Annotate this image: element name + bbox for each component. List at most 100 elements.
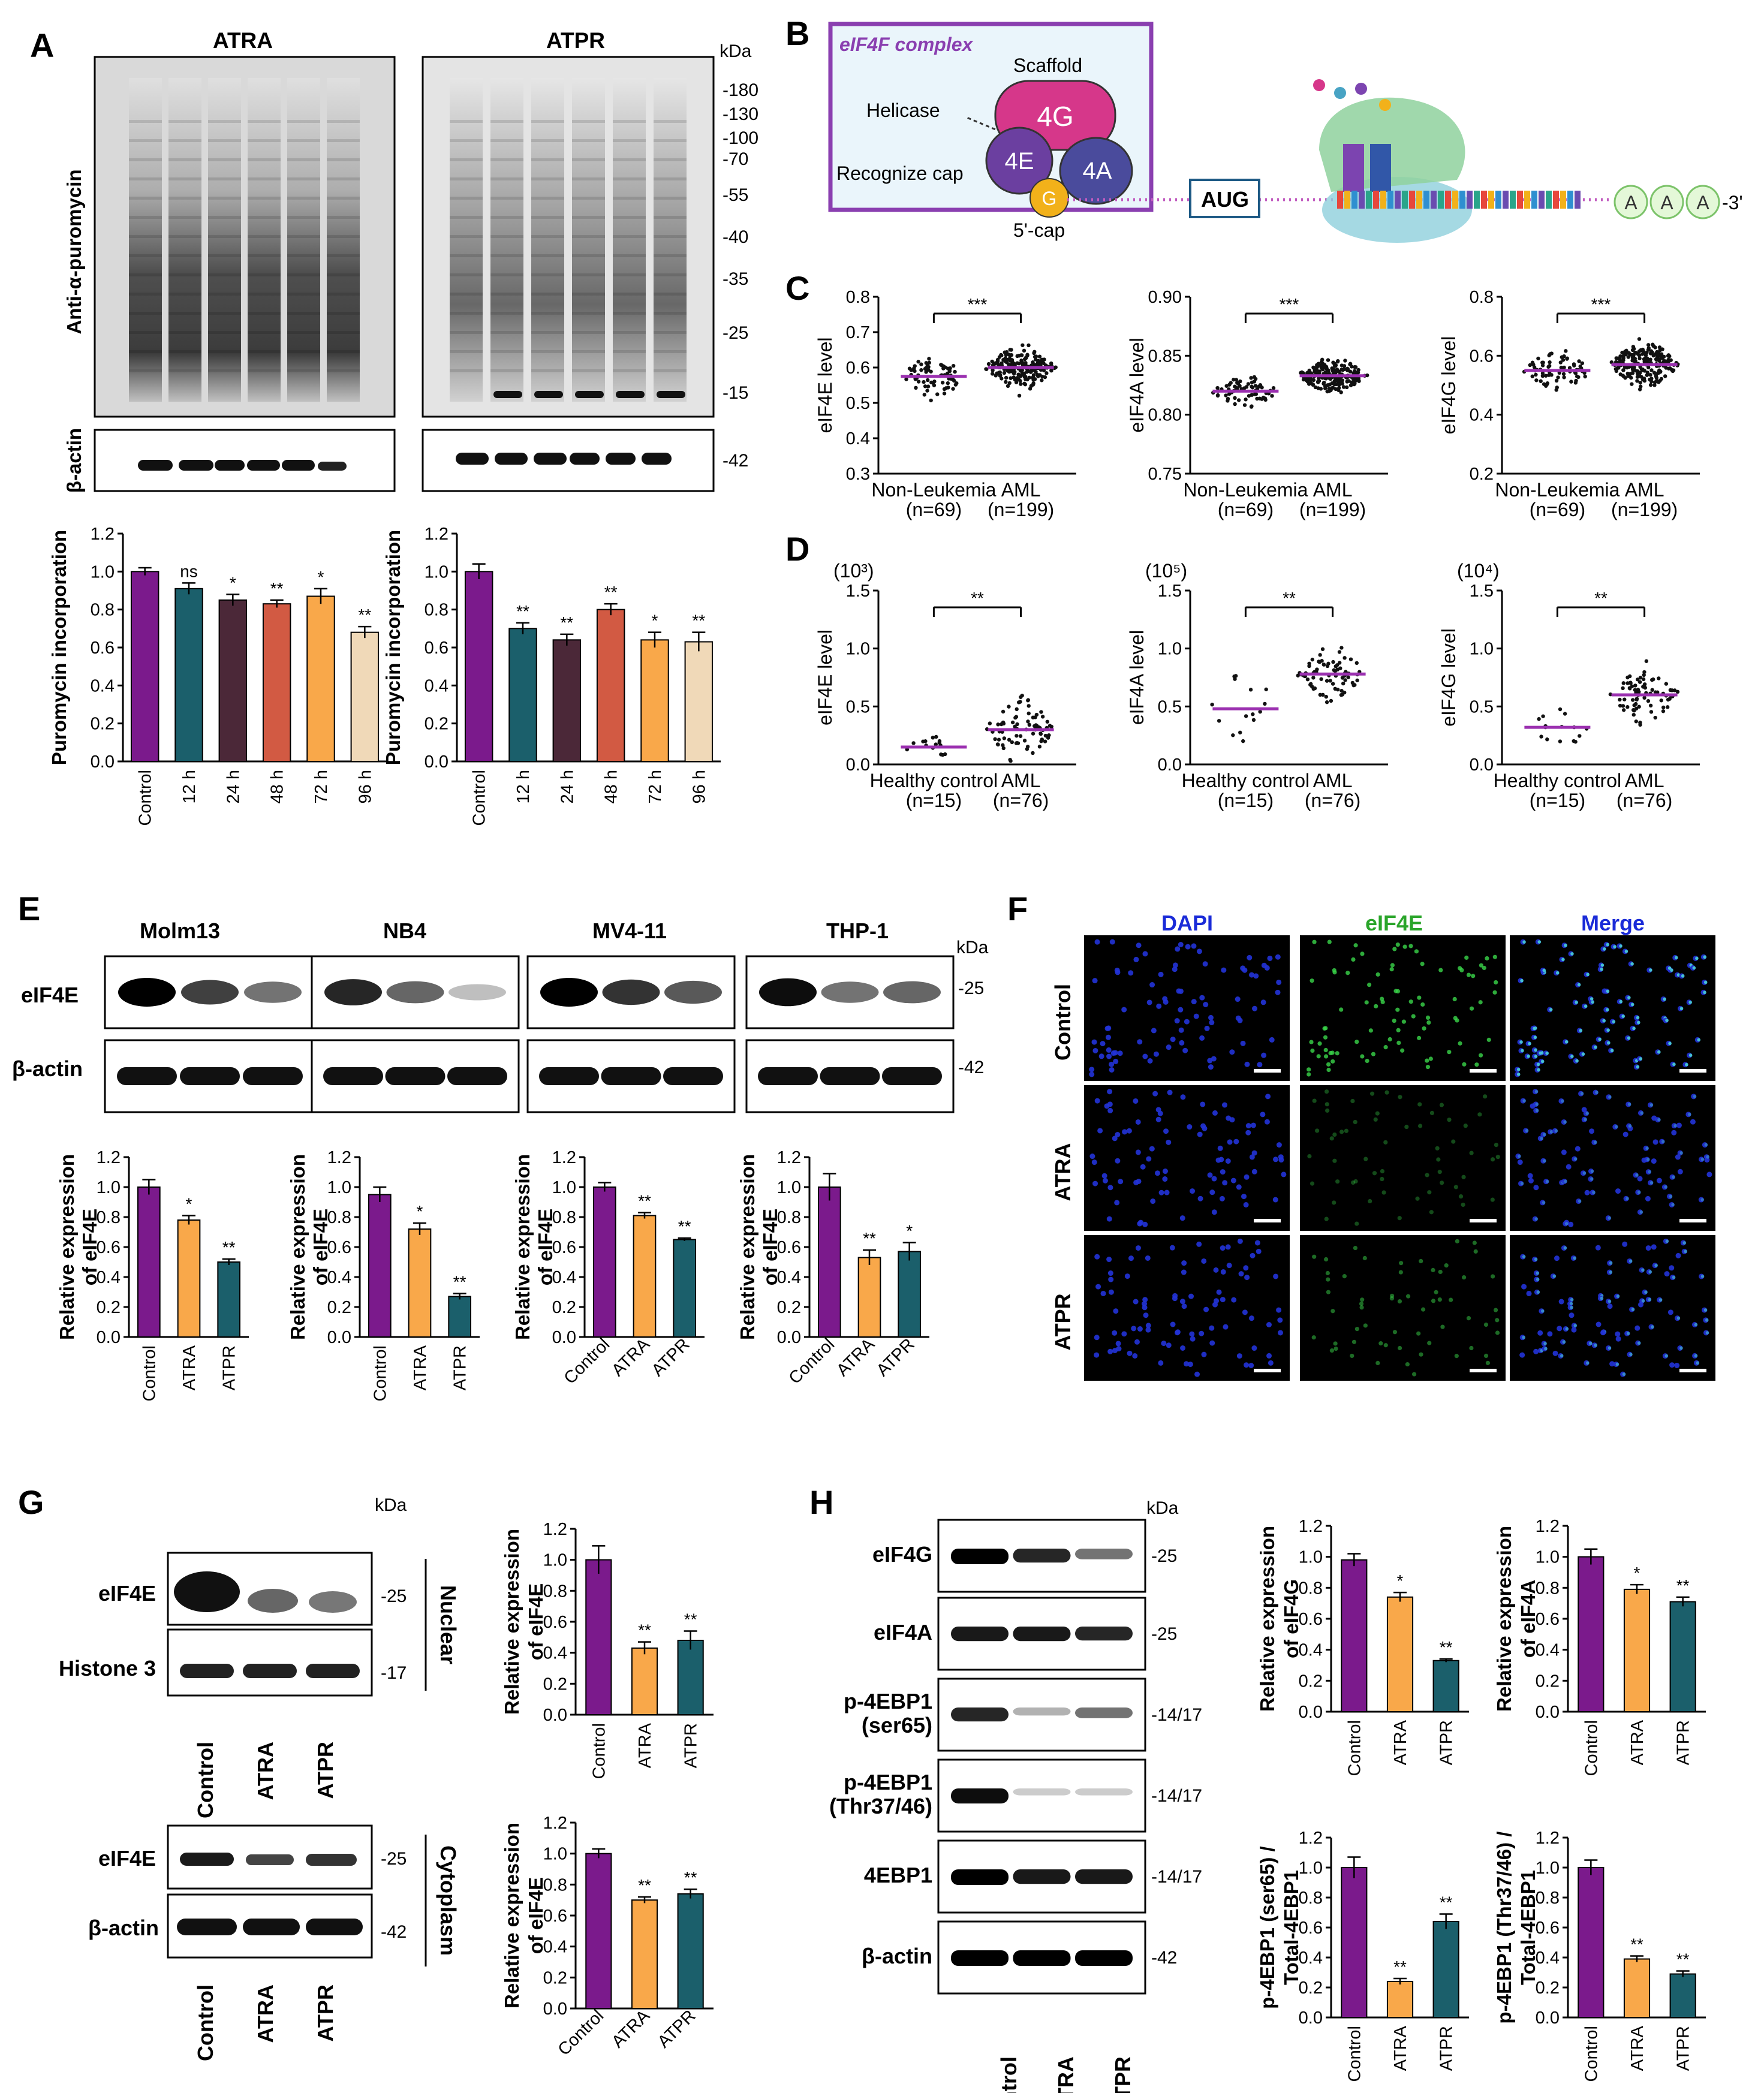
- axis-scale-label: (10⁵): [1145, 560, 1187, 582]
- data-point: [1013, 715, 1018, 720]
- data-point: [1238, 730, 1242, 735]
- eif4e-signal: [1595, 1091, 1599, 1094]
- row-label-puromycin: Anti-α-puromycin: [63, 169, 85, 334]
- band: [490, 235, 523, 238]
- nucleus: [1276, 1307, 1282, 1313]
- eif4e-signal: [1593, 1140, 1597, 1145]
- band: [613, 293, 646, 296]
- nucleus: [1669, 1174, 1675, 1180]
- y-tick-label: 0.90: [1148, 288, 1182, 307]
- panel-e: E Molm13 NB4 MV4-11 THP-1 kDa eIF4E β-ac…: [12, 890, 989, 1113]
- y-tick-label: 0.8: [327, 1208, 351, 1227]
- data-point: [1353, 381, 1357, 386]
- eif4e-signal: [1383, 1045, 1388, 1050]
- data-point: [1618, 703, 1622, 708]
- nucleus: [1196, 948, 1202, 954]
- eif4e-signal: [1594, 1343, 1598, 1347]
- data-point: [1633, 683, 1637, 688]
- eif4e-signal: [1360, 1054, 1365, 1059]
- band: [531, 139, 564, 142]
- eif4e-label: 4E: [1005, 148, 1034, 174]
- data-point: [1027, 711, 1031, 716]
- y-tick-label: 0.4: [97, 1268, 121, 1287]
- eif4e-signal: [1584, 1004, 1588, 1008]
- nucleus: [1145, 1255, 1151, 1261]
- eif4e-signal: [1539, 1051, 1542, 1055]
- band: [168, 216, 201, 219]
- eif4e-signal: [1354, 1326, 1359, 1332]
- nucleus: [1561, 1119, 1567, 1125]
- x-tick-label: 12 h: [514, 770, 533, 803]
- scale-bar: [1470, 1219, 1497, 1222]
- data-point: [1035, 360, 1040, 365]
- nucleus: [1515, 1154, 1521, 1160]
- data-point: [1631, 345, 1636, 349]
- eif4e-signal: [1676, 1316, 1681, 1320]
- nucleus: [1142, 1053, 1148, 1059]
- nucleus: [1212, 1110, 1218, 1116]
- significance-label: **: [560, 613, 573, 632]
- eif4e-signal: [1471, 974, 1476, 978]
- lane-g1-atpr: ATPR: [313, 1742, 338, 1799]
- data-point: [1638, 374, 1642, 378]
- data-point: [1625, 681, 1630, 685]
- eif4e-signal: [1369, 1091, 1375, 1096]
- nucleus: [1251, 1169, 1257, 1175]
- band: [654, 331, 687, 334]
- nucleus: [1675, 1252, 1681, 1258]
- eif4e-signal: [1324, 1089, 1329, 1094]
- eif4e-signal: [1490, 1157, 1495, 1162]
- panel-label-a: A: [30, 26, 54, 64]
- eif4e-signal: [1641, 1268, 1645, 1272]
- eif4e-signal: [1389, 1296, 1395, 1301]
- nucleus: [1118, 1179, 1124, 1185]
- scatter-chart-C-4E: 0.30.40.50.60.70.8Non-Leukemia(n=69)AML(…: [814, 288, 1076, 520]
- band: [208, 177, 241, 180]
- nucleus: [1114, 1200, 1120, 1206]
- data-point: [1627, 373, 1631, 377]
- eif4e-signal: [1649, 968, 1652, 972]
- band: [1075, 1707, 1133, 1718]
- y-axis-label: Total-4EBP1: [1517, 1870, 1539, 1985]
- significance-label: **: [453, 1273, 466, 1291]
- nucleus: [1152, 1091, 1158, 1097]
- nucleus: [1184, 1361, 1190, 1367]
- data-point: [1631, 369, 1635, 373]
- eif4e-signal: [1537, 1068, 1540, 1072]
- eif4e-signal: [1522, 1255, 1526, 1258]
- data-point: [1621, 704, 1625, 708]
- y-tick-label: 0.0: [91, 752, 115, 772]
- aug-box: [1189, 179, 1260, 218]
- nucleus: [1094, 939, 1100, 945]
- eif4e-signal: [1362, 1255, 1367, 1261]
- nucleus: [1089, 1067, 1095, 1073]
- band: [531, 350, 564, 353]
- micrograph: [1300, 1085, 1506, 1231]
- x-tick-label: ATRA: [411, 1345, 430, 1390]
- y-axis-label: p-4EBP1 (ser65) /: [1256, 1846, 1278, 2008]
- axis-scale-label: (10⁴): [1457, 560, 1500, 582]
- band: [243, 1067, 303, 1085]
- blots-e: [104, 955, 955, 1113]
- eif4e-signal: [1569, 1302, 1573, 1306]
- nucleus: [1667, 1194, 1673, 1200]
- data-point: [1321, 692, 1325, 697]
- data-point: [919, 368, 923, 372]
- nucleus: [1104, 1025, 1110, 1031]
- y-tick-label: 0.2: [1536, 1978, 1560, 1998]
- data-point: [1556, 375, 1560, 380]
- data-point: [1562, 375, 1566, 380]
- nucleus: [1250, 1252, 1256, 1258]
- nucleus: [1121, 1007, 1127, 1013]
- codon: [1409, 191, 1415, 209]
- data-point: [1014, 380, 1019, 384]
- data-point: [1541, 714, 1545, 718]
- nucleus: [1153, 1051, 1159, 1057]
- nucleus: [1178, 1007, 1184, 1013]
- eif4e-signal: [1425, 1058, 1429, 1063]
- data-point: [996, 722, 1000, 727]
- y-axis-label: of eIF4G: [1280, 1579, 1302, 1658]
- nucleus: [1149, 1146, 1155, 1152]
- data-point: [929, 398, 933, 403]
- data-point: [1317, 659, 1321, 664]
